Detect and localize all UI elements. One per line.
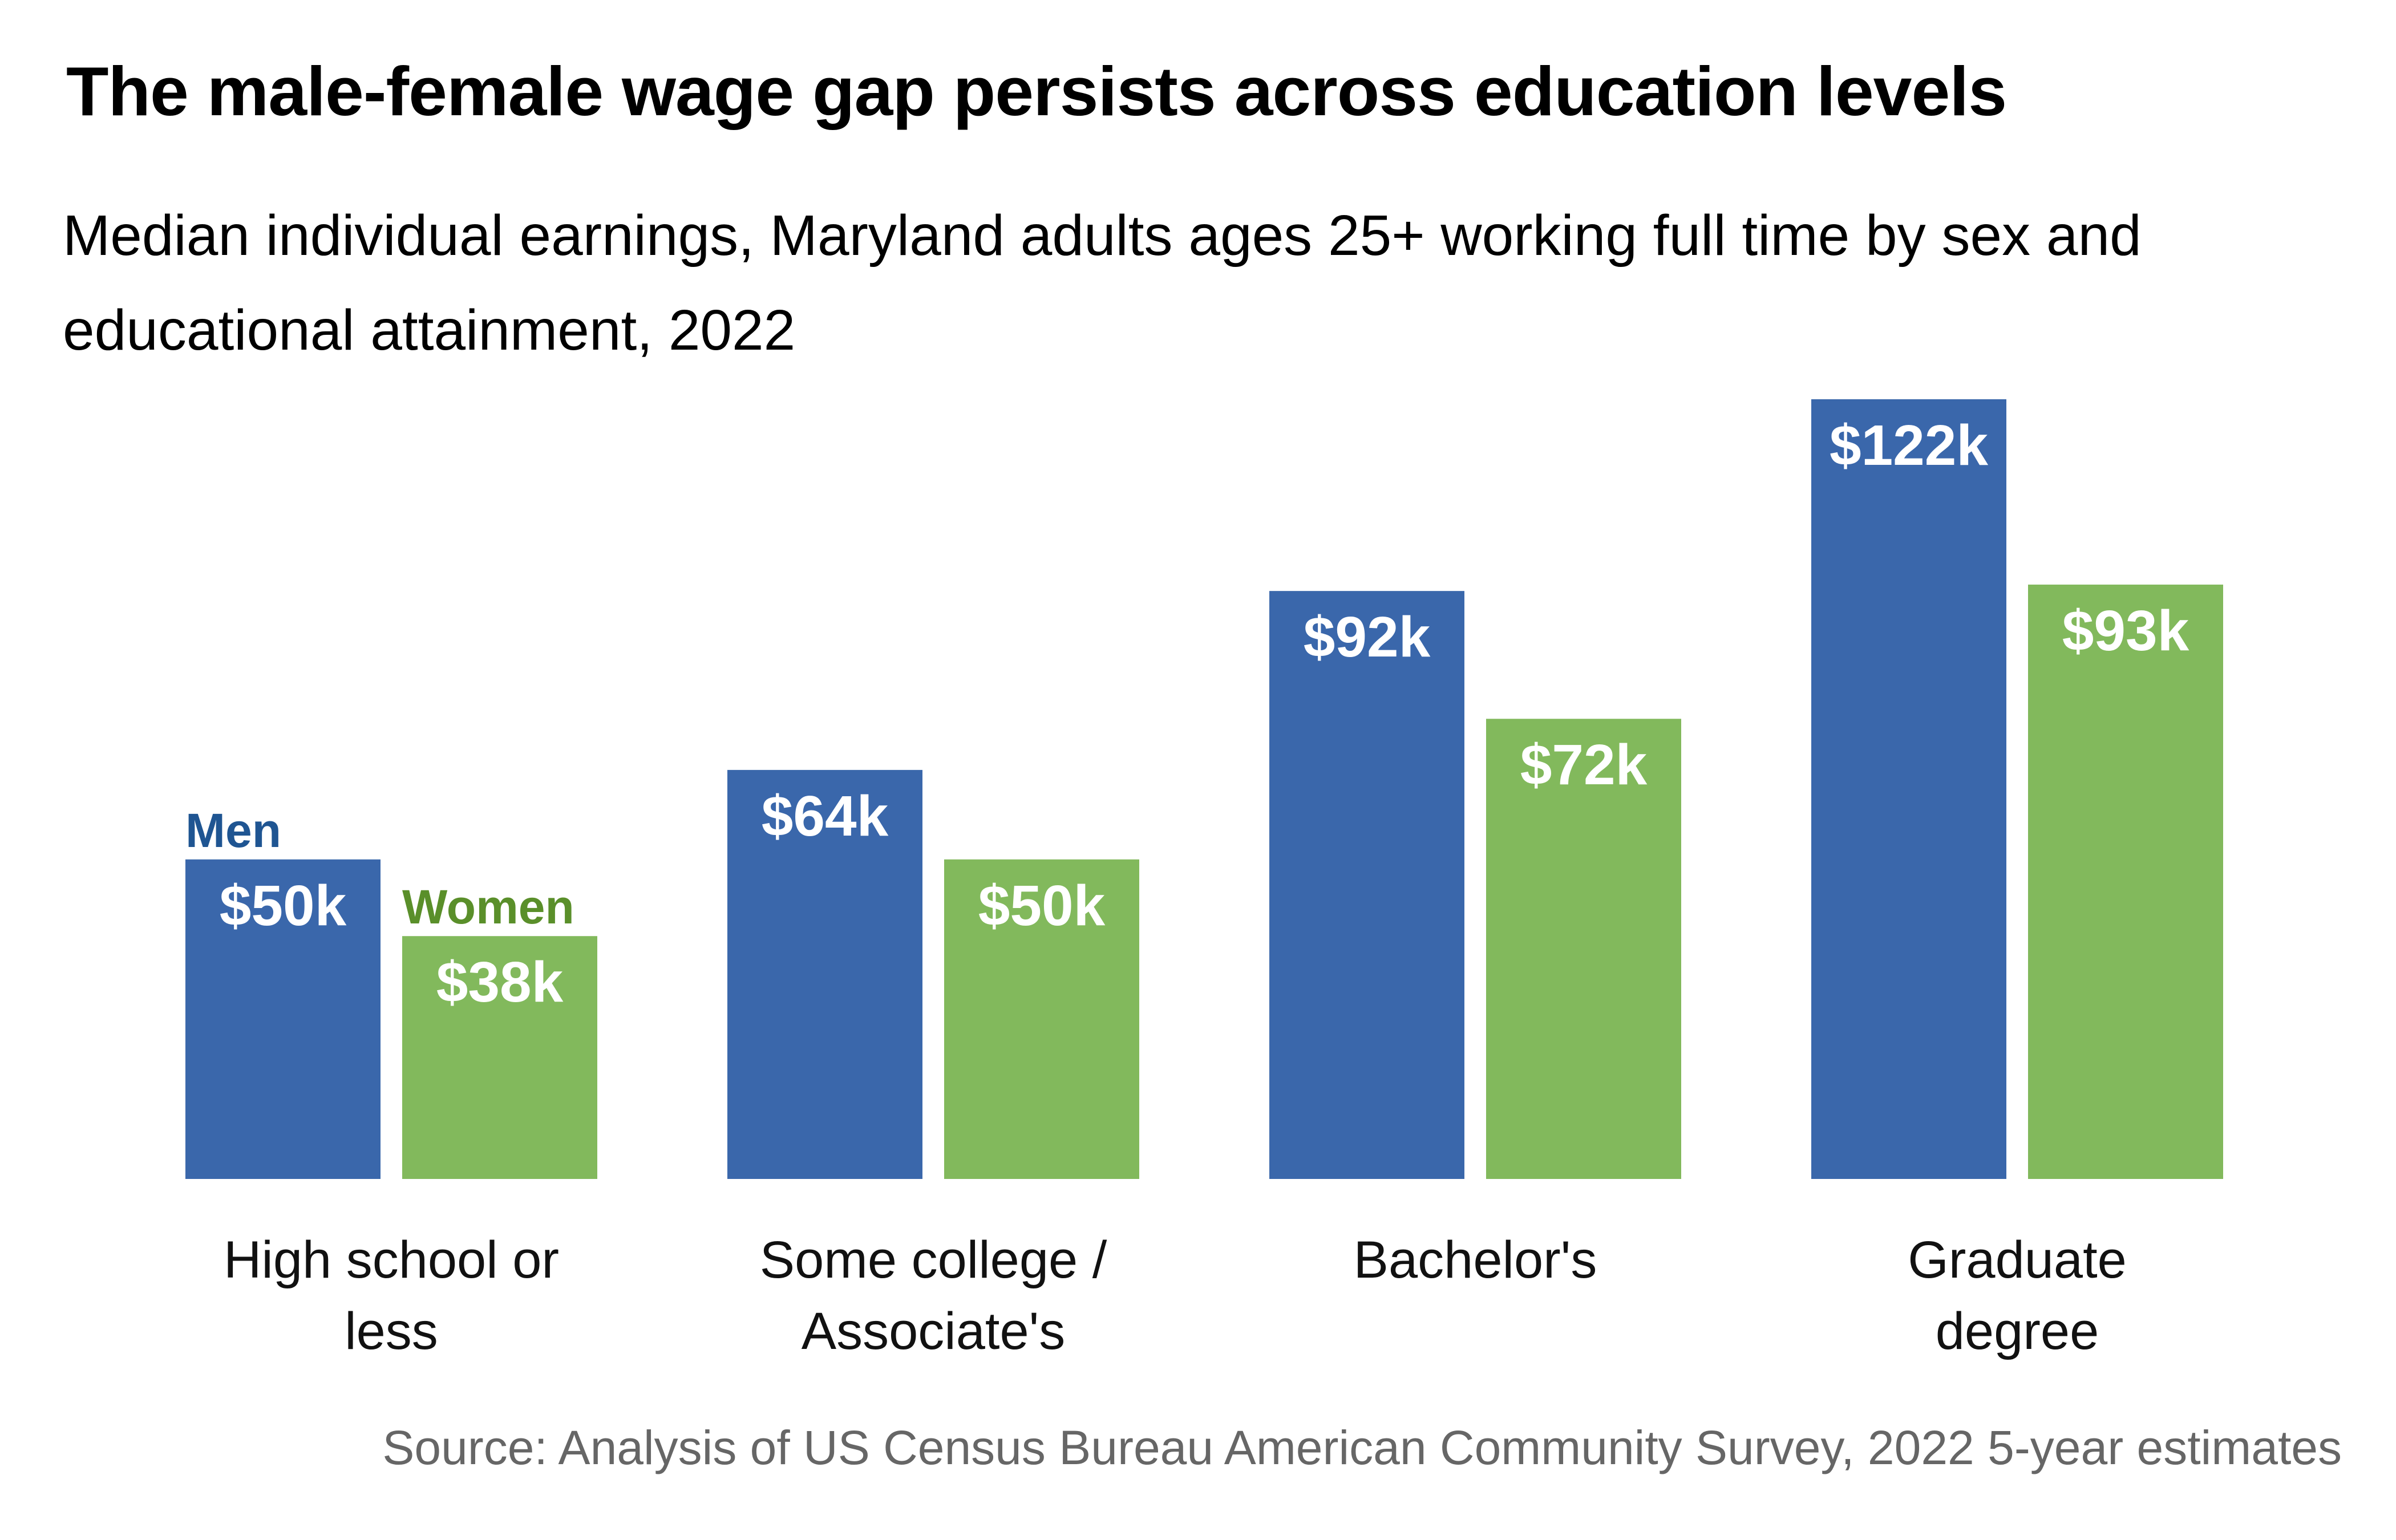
category-label-3: Graduate degree	[1908, 1231, 2127, 1360]
data-label-men-0: $50k	[220, 874, 347, 938]
chart-title: The male-female wage gap persists across…	[66, 52, 2007, 130]
bar-men-1	[727, 769, 922, 1179]
bar-men-3	[1811, 399, 2006, 1179]
bar-women-2	[1486, 719, 1681, 1179]
legend-women: Women	[402, 880, 574, 934]
bar-men-2	[1269, 591, 1464, 1179]
chart-subtitle: Median individual earnings, Maryland adu…	[63, 204, 2142, 362]
data-label-women-0: $38k	[436, 950, 564, 1014]
source-note: Source: Analysis of US Census Bureau Ame…	[382, 1421, 2342, 1474]
category-label-2: Bachelor's	[1354, 1231, 1597, 1289]
data-label-men-3: $122k	[1830, 414, 1988, 477]
data-label-men-1: $64k	[762, 784, 889, 848]
data-label-women-2: $72k	[1520, 733, 1648, 797]
category-label-0: High school or less	[224, 1231, 559, 1360]
data-label-women-3: $93k	[2062, 599, 2189, 663]
legend-men: Men	[185, 804, 281, 857]
bar-men-0	[185, 859, 381, 1179]
bar-women-1	[944, 859, 1139, 1179]
data-label-women-1: $50k	[978, 874, 1106, 938]
category-label-1: Some college / Associate's	[760, 1231, 1107, 1360]
bar-women-3	[2028, 584, 2223, 1179]
bars-layer: $50k $38k $64k $50k $92k $72k $122k $93k	[185, 399, 2223, 1179]
x-axis-labels: High school or less Some college / Associat…	[224, 1231, 2127, 1360]
bar-women-0	[402, 936, 597, 1179]
data-label-men-2: $92k	[1304, 605, 1431, 669]
legend-layer: Men Women	[185, 804, 574, 934]
